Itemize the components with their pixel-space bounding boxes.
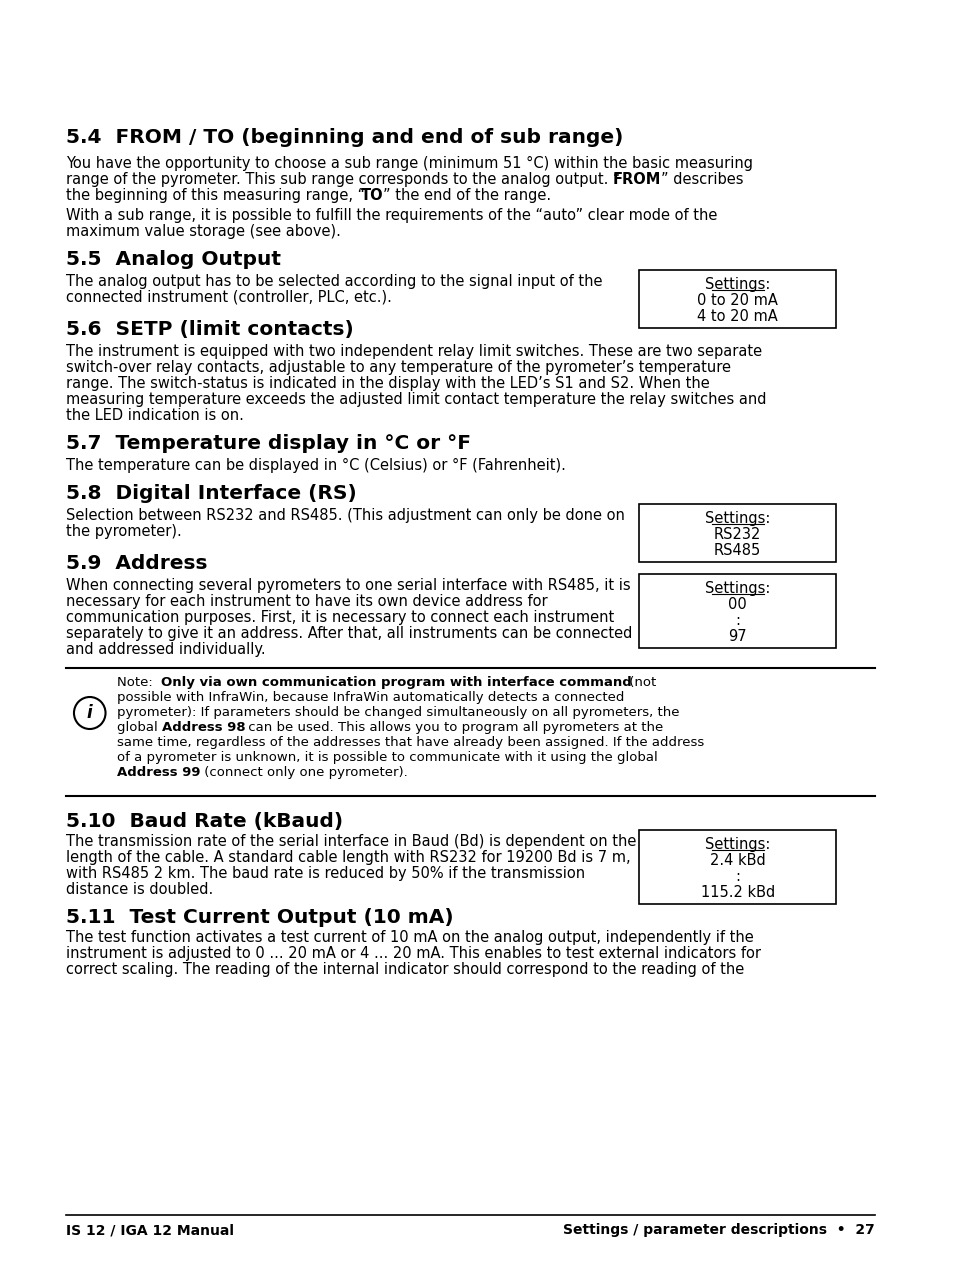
Text: 5.5  Analog Output: 5.5 Analog Output	[66, 250, 281, 269]
Text: Only via own communication program with interface command: Only via own communication program with …	[161, 676, 631, 690]
Text: of a pyrometer is unknown, it is possible to communicate with it using the globa: of a pyrometer is unknown, it is possibl…	[117, 751, 658, 765]
Text: switch-over relay contacts, adjustable to any temperature of the pyrometer’s tem: switch-over relay contacts, adjustable t…	[66, 359, 730, 375]
Text: length of the cable. A standard cable length with RS232 for 19200 Bd is 7 m,: length of the cable. A standard cable le…	[66, 850, 630, 865]
Text: global: global	[117, 721, 162, 734]
Text: 97: 97	[728, 629, 746, 644]
Text: :: :	[735, 613, 740, 627]
Text: ” the end of the range.: ” the end of the range.	[383, 188, 551, 203]
Text: Note:: Note:	[117, 676, 161, 690]
Text: Settings:: Settings:	[704, 580, 770, 596]
Text: 5.9  Address: 5.9 Address	[66, 554, 208, 573]
Text: 4 to 20 mA: 4 to 20 mA	[697, 309, 778, 324]
Text: When connecting several pyrometers to one serial interface with RS485, it is: When connecting several pyrometers to on…	[66, 578, 630, 593]
Text: 5.4  FROM / TO (beginning and end of sub range): 5.4 FROM / TO (beginning and end of sub …	[66, 128, 623, 147]
Text: 2.4 kBd: 2.4 kBd	[709, 853, 765, 867]
Text: can be used. This allows you to program all pyrometers at the: can be used. This allows you to program …	[244, 721, 662, 734]
Text: The instrument is equipped with two independent relay limit switches. These are : The instrument is equipped with two inde…	[66, 344, 761, 359]
Text: necessary for each instrument to have its own device address for: necessary for each instrument to have it…	[66, 594, 547, 610]
Text: maximum value storage (see above).: maximum value storage (see above).	[66, 224, 340, 239]
Text: ” describes: ” describes	[660, 171, 742, 187]
Text: separately to give it an address. After that, all instruments can be connected: separately to give it an address. After …	[66, 626, 632, 641]
Text: 5.6  SETP (limit contacts): 5.6 SETP (limit contacts)	[66, 320, 354, 339]
Text: measuring temperature exceeds the adjusted limit contact temperature the relay s: measuring temperature exceeds the adjust…	[66, 392, 766, 406]
Text: TO: TO	[361, 188, 383, 203]
Text: 5.7  Temperature display in °C or °F: 5.7 Temperature display in °C or °F	[66, 434, 471, 453]
Text: 0 to 20 mA: 0 to 20 mA	[697, 293, 778, 309]
Text: and addressed individually.: and addressed individually.	[66, 643, 266, 657]
Text: connected instrument (controller, PLC, etc.).: connected instrument (controller, PLC, e…	[66, 290, 392, 305]
Text: Selection between RS232 and RS485. (This adjustment can only be done on: Selection between RS232 and RS485. (This…	[66, 508, 624, 523]
Text: :: :	[735, 869, 740, 884]
Text: range. The switch-status is indicated in the display with the LED’s S1 and S2. W: range. The switch-status is indicated in…	[66, 376, 709, 391]
Text: with RS485 2 km. The baud rate is reduced by 50% if the transmission: with RS485 2 km. The baud rate is reduce…	[66, 866, 584, 881]
Text: Settings:: Settings:	[704, 277, 770, 292]
Text: communication purposes. First, it is necessary to connect each instrument: communication purposes. First, it is nec…	[66, 610, 614, 625]
Text: Settings / parameter descriptions  •  27: Settings / parameter descriptions • 27	[562, 1223, 874, 1237]
Text: FROM: FROM	[613, 171, 660, 187]
Text: (connect only one pyrometer).: (connect only one pyrometer).	[199, 766, 407, 779]
Text: The analog output has to be selected according to the signal input of the: The analog output has to be selected acc…	[66, 274, 602, 290]
Text: the pyrometer).: the pyrometer).	[66, 525, 182, 538]
Text: i: i	[87, 704, 92, 723]
Text: With a sub range, it is possible to fulfill the requirements of the “auto” clear: With a sub range, it is possible to fulf…	[66, 208, 717, 224]
Text: IS 12 / IGA 12 Manual: IS 12 / IGA 12 Manual	[66, 1223, 233, 1237]
Text: instrument is adjusted to 0 ... 20 mA or 4 ... 20 mA. This enables to test exter: instrument is adjusted to 0 ... 20 mA or…	[66, 946, 760, 961]
Text: range of the pyrometer. This sub range corresponds to the analog output. “: range of the pyrometer. This sub range c…	[66, 171, 620, 187]
FancyBboxPatch shape	[639, 271, 836, 328]
Text: distance is doubled.: distance is doubled.	[66, 881, 213, 897]
FancyBboxPatch shape	[639, 574, 836, 648]
Text: possible with InfraWin, because InfraWin automatically detects a connected: possible with InfraWin, because InfraWin…	[117, 691, 624, 704]
Text: The temperature can be displayed in °C (Celsius) or °F (Fahrenheit).: The temperature can be displayed in °C (…	[66, 458, 565, 472]
Text: the beginning of this measuring range, “: the beginning of this measuring range, “	[66, 188, 365, 203]
Text: 5.10  Baud Rate (kBaud): 5.10 Baud Rate (kBaud)	[66, 812, 343, 831]
Text: 00: 00	[727, 597, 746, 612]
Text: 5.11  Test Current Output (10 mA): 5.11 Test Current Output (10 mA)	[66, 908, 454, 927]
Text: same time, regardless of the addresses that have already been assigned. If the a: same time, regardless of the addresses t…	[117, 737, 704, 749]
Text: 115.2 kBd: 115.2 kBd	[700, 885, 774, 900]
Text: The test function activates a test current of 10 mA on the analog output, indepe: The test function activates a test curre…	[66, 930, 753, 945]
FancyBboxPatch shape	[639, 831, 836, 904]
Text: The transmission rate of the serial interface in Baud (Bd) is dependent on the: The transmission rate of the serial inte…	[66, 834, 636, 850]
Text: 5.8  Digital Interface (RS): 5.8 Digital Interface (RS)	[66, 484, 356, 503]
Text: correct scaling. The reading of the internal indicator should correspond to the : correct scaling. The reading of the inte…	[66, 961, 743, 977]
Text: pyrometer): If parameters should be changed simultaneously on all pyrometers, th: pyrometer): If parameters should be chan…	[117, 706, 679, 719]
Text: Address 99: Address 99	[117, 766, 201, 779]
Text: the LED indication is on.: the LED indication is on.	[66, 408, 244, 423]
Text: RS485: RS485	[714, 544, 760, 558]
Text: Settings:: Settings:	[704, 837, 770, 852]
Text: You have the opportunity to choose a sub range (minimum 51 °C) within the basic : You have the opportunity to choose a sub…	[66, 156, 752, 171]
Text: Settings:: Settings:	[704, 511, 770, 526]
Text: RS232: RS232	[713, 527, 760, 542]
Text: Address 98: Address 98	[162, 721, 245, 734]
Text: (not: (not	[624, 676, 656, 690]
FancyBboxPatch shape	[639, 504, 836, 563]
